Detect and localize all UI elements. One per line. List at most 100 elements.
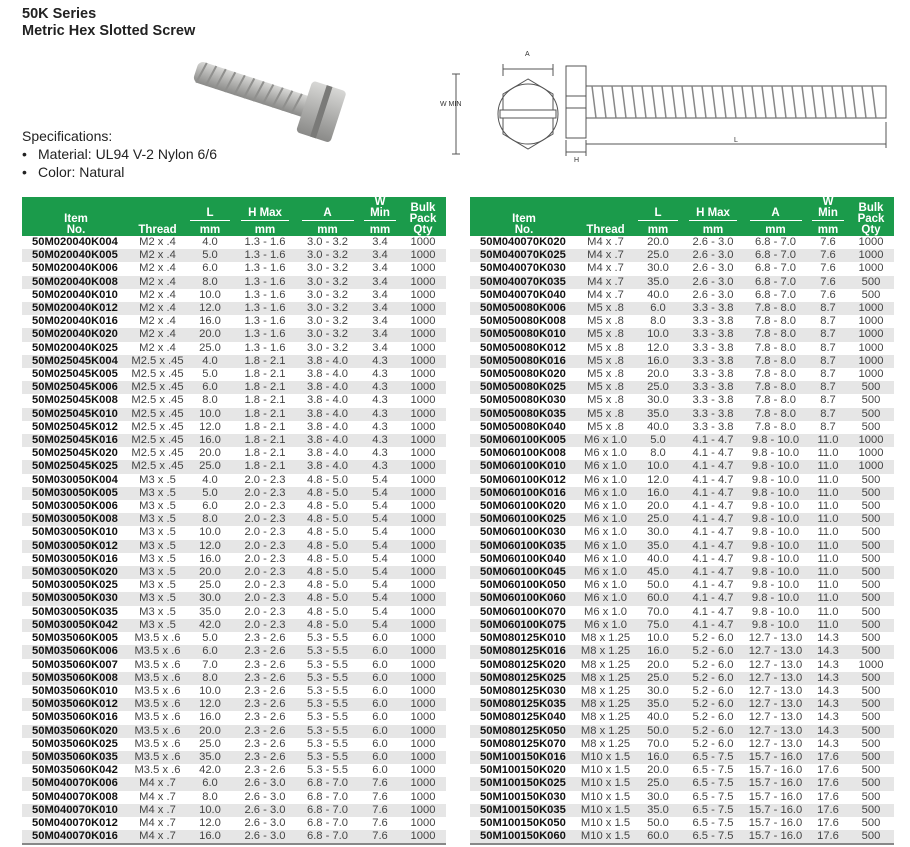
cell-l: 25.0 [199,737,221,750]
table-row: 50M060100K050 M6 x 1.0 50.0 4.1 - 4.7 9.8 - … [470,579,894,592]
cell-qty: 500 [848,698,894,712]
cell-h: 2.0 - 2.3 [235,618,295,633]
cell-thread: M3.5 x .6 [134,737,181,750]
cell-qty: 500 [848,486,894,501]
cell-qty: 1000 [410,658,436,671]
cell-l: 10.0 [199,684,221,697]
cell-h: 6.5 - 7.5 [692,790,734,803]
cell-l: 12.0 [185,698,235,712]
table-row: 50M025045K012 M2.5 x .45 12.0 1.8 - 2.1 3.8 … [22,421,446,434]
col-unit-w: mm [808,221,848,236]
table-row: 50M060100K075 M6 x 1.0 75.0 4.1 - 4.7 9.8 - … [470,618,894,633]
cell-item: 50M100150K060 [470,830,578,846]
cell-qty: 500 [848,830,894,846]
cell-qty: 1000 [858,315,884,328]
cell-w: 8.7 [808,328,848,342]
cell-qty: 1000 [400,724,446,738]
col-unit-a: mm [295,221,360,236]
cell-h: 4.1 - 4.7 [683,460,743,474]
cell-h: 6.5 - 7.5 [683,830,743,846]
cell-a: 3.8 - 4.0 [306,394,349,407]
cell-l: 10.0 [199,526,221,539]
cell-h: 4.1 - 4.7 [692,526,734,539]
cell-l: 60.0 [633,592,683,606]
cell-h: 2.6 - 3.0 [692,288,734,301]
cell-h: 4.1 - 4.7 [692,605,734,618]
table-row: 50M080125K025 M8 x 1.25 25.0 5.2 - 6.0 12.7 … [470,671,894,685]
page-title: 50K Series Metric Hex Slotted Screw [22,6,195,40]
cell-w: 3.4 [360,249,400,263]
cell-item: 50M050080K040 [480,420,566,433]
cell-w: 4.3 [372,447,388,460]
table-row: 50M020040K008 M2 x .4 8.0 1.3 - 1.6 3.0 - 3.… [22,275,446,289]
cell-l: 25.0 [633,381,683,395]
cell-thread: M5 x .8 [578,302,633,316]
cell-a: 9.8 - 10.0 [743,592,808,606]
cell-thread: M3 x .5 [139,526,176,539]
cell-h: 2.0 - 2.3 [235,539,295,553]
cell-qty: 1000 [400,328,446,342]
cell-w: 11.0 [808,434,848,448]
cell-a: 9.8 - 10.0 [751,447,800,460]
cell-a: 7.8 - 8.0 [754,394,797,407]
cell-qty: 500 [848,645,894,659]
cell-item: 50M100150K025 [470,777,578,791]
cell-thread: M10 x 1.5 [578,830,633,846]
cell-w: 5.4 [372,605,388,618]
cell-w: 5.4 [360,566,400,580]
cell-h: 1.3 - 1.6 [244,262,286,275]
cell-qty: 500 [848,539,894,553]
cell-l: 10.0 [185,803,235,817]
cell-qty: 500 [861,288,881,301]
col-header-w: W Min [360,196,400,221]
cell-l: 25.0 [633,777,683,791]
table-row: 50M035060K008 M3.5 x .6 8.0 2.3 - 2.6 5.3 - … [22,671,446,685]
cell-l: 50.0 [647,816,669,829]
cell-thread: M8 x 1.25 [580,658,631,671]
cell-w: 8.7 [808,302,848,316]
cell-w: 11.0 [808,486,848,501]
cell-a: 4.8 - 5.0 [295,618,360,633]
cell-l: 16.0 [633,750,683,765]
cell-w: 5.4 [372,473,388,486]
cell-w: 3.4 [372,315,388,328]
cell-h: 4.1 - 4.7 [692,473,734,486]
cell-qty: 1000 [410,526,436,539]
cell-a: 6.8 - 7.0 [306,816,349,829]
table-row: 50M030050K004 M3 x .5 4.0 2.0 - 2.3 4.8 - 5.… [22,474,446,487]
col-unit-w: mm [360,221,400,236]
col-unit-h: mm [235,221,295,236]
cell-thread: M8 x 1.25 [578,698,633,712]
cell-l: 35.0 [633,803,683,817]
cell-l: 20.0 [185,566,235,580]
cell-item: 50M030050K016 [32,552,118,565]
cell-l: 40.0 [647,288,669,301]
cell-w: 8.7 [820,315,836,328]
cell-thread: M3 x .5 [130,539,185,553]
table-row: 50M080125K070 M8 x 1.25 70.0 5.2 - 6.0 12.7 … [470,738,894,751]
cell-qty: 500 [861,552,881,565]
cell-a: 4.8 - 5.0 [295,513,360,527]
cell-item: 50M035060K042 [32,764,118,777]
table-row: 50M050080K016 M5 x .8 16.0 3.3 - 3.8 7.8 - 8… [470,354,894,369]
cell-qty: 1000 [410,447,436,460]
cell-l: 70.0 [647,737,669,750]
cell-qty: 1000 [400,354,446,369]
cell-item: 50M025045K020 [32,447,118,460]
cell-l: 40.0 [647,552,669,565]
cell-a: 9.8 - 10.0 [751,579,800,592]
cell-w: 11.0 [817,526,839,539]
cell-w: 4.3 [372,420,388,433]
cell-h: 5.2 - 6.0 [692,711,734,724]
cell-thread: M5 x .8 [578,407,633,421]
cell-thread: M4 x .7 [587,236,624,248]
cell-item: 50M030050K005 [22,486,130,501]
cell-thread: M6 x 1.0 [578,486,633,501]
cell-qty: 500 [861,526,881,539]
cell-h: 3.3 - 3.8 [692,420,734,433]
cell-h: 4.1 - 4.7 [683,539,743,553]
cell-item: 50M030050K030 [22,592,130,606]
cell-l: 16.0 [199,315,221,328]
cell-w: 8.7 [808,354,848,369]
cell-w: 17.6 [817,816,839,829]
